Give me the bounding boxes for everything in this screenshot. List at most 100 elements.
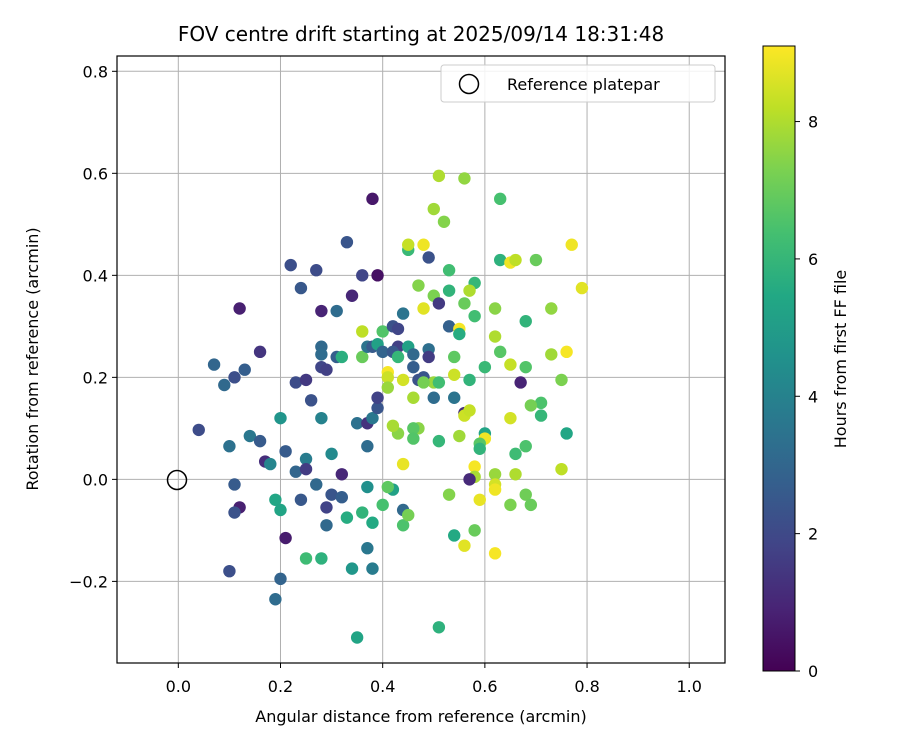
scatter-point bbox=[473, 442, 486, 455]
scatter-point bbox=[422, 350, 435, 364]
scatter-point bbox=[417, 376, 430, 389]
chart-title: FOV centre drift starting at 2025/09/14 … bbox=[178, 22, 664, 46]
scatter-point bbox=[432, 434, 446, 448]
scatter-point bbox=[284, 258, 297, 272]
scatter-point bbox=[274, 411, 287, 425]
scatter-point bbox=[473, 493, 486, 506]
scatter-point bbox=[519, 440, 532, 453]
scatter-point bbox=[361, 480, 374, 494]
scatter-point bbox=[458, 297, 471, 310]
x-tick-label: 0.0 bbox=[166, 677, 191, 696]
scatter-point bbox=[310, 264, 323, 277]
scatter-point bbox=[509, 447, 522, 461]
scatter-point bbox=[565, 238, 578, 251]
scatter-point bbox=[432, 169, 446, 183]
colorbar-tick-label: 0 bbox=[808, 662, 818, 681]
scatter-point bbox=[488, 483, 502, 496]
scatter-point bbox=[264, 457, 277, 471]
scatter-point bbox=[320, 519, 333, 532]
y-tick-label: 0.8 bbox=[83, 62, 108, 81]
scatter-point bbox=[269, 493, 282, 506]
colorbar-tick-label: 2 bbox=[808, 525, 818, 544]
scatter-point bbox=[407, 432, 420, 445]
scatter-point bbox=[504, 498, 517, 512]
scatter-point bbox=[458, 539, 471, 552]
scatter-point bbox=[345, 562, 359, 575]
scatter-point bbox=[335, 491, 349, 504]
scatter-point bbox=[356, 325, 369, 338]
x-tick-label: 0.4 bbox=[370, 677, 395, 696]
scatter-point bbox=[228, 506, 241, 519]
scatter-point bbox=[310, 478, 323, 491]
scatter-point bbox=[233, 302, 246, 315]
scatter-point bbox=[519, 360, 532, 374]
scatter-point bbox=[488, 330, 502, 343]
scatter-point bbox=[514, 376, 527, 389]
scatter-point bbox=[356, 350, 369, 364]
scatter-point bbox=[366, 411, 379, 425]
colorbar-label: Hours from first FF file bbox=[831, 270, 850, 449]
scatter-point bbox=[453, 429, 466, 443]
scatter-point bbox=[274, 572, 287, 586]
scatter-point bbox=[402, 238, 415, 251]
scatter-point bbox=[345, 289, 359, 302]
scatter-point bbox=[519, 488, 532, 501]
scatter-point bbox=[463, 373, 476, 387]
scatter-point bbox=[381, 480, 394, 494]
scatter-point bbox=[279, 531, 292, 545]
scatter-point bbox=[432, 621, 446, 634]
y-tick-label: 0.2 bbox=[83, 368, 108, 387]
scatter-point bbox=[279, 445, 292, 458]
scatter-point bbox=[315, 411, 328, 425]
scatter-point bbox=[269, 593, 282, 606]
scatter-point bbox=[493, 345, 507, 359]
scatter-point bbox=[422, 251, 435, 264]
scatter-point bbox=[315, 348, 328, 361]
colorbar-tick-label: 8 bbox=[808, 113, 818, 132]
scatter-point bbox=[253, 345, 267, 359]
scatter-point bbox=[396, 519, 410, 532]
scatter-point bbox=[340, 511, 354, 524]
plot-frame bbox=[116, 55, 726, 664]
grid-lines bbox=[117, 56, 725, 663]
scatter-point bbox=[325, 488, 338, 501]
scatter-point bbox=[509, 253, 522, 267]
scatter-point bbox=[493, 253, 507, 267]
reference-platepar-marker bbox=[166, 469, 188, 491]
legend-marker-icon bbox=[458, 73, 480, 95]
x-tick-label: 1.0 bbox=[677, 677, 702, 696]
scatter-point bbox=[391, 322, 405, 336]
scatter-point bbox=[504, 411, 517, 425]
legend: Reference platepar bbox=[440, 64, 716, 103]
scatter-point bbox=[407, 360, 420, 374]
scatter-point bbox=[555, 462, 568, 476]
legend-entry-reference-platepar: Reference platepar bbox=[507, 75, 660, 94]
scatter-point bbox=[335, 468, 349, 481]
colorbar: 0 2 4 6 8 Hours from first FF file bbox=[762, 45, 850, 681]
scatter-point bbox=[427, 202, 440, 216]
scatter-point bbox=[407, 422, 420, 435]
scatter-point bbox=[289, 376, 303, 389]
scatter-point bbox=[366, 562, 379, 575]
scatter-point bbox=[448, 350, 461, 364]
scatter-point bbox=[488, 547, 502, 560]
scatter-point bbox=[238, 363, 251, 376]
scatter-point bbox=[386, 419, 400, 433]
scatter-point bbox=[463, 284, 476, 297]
scatter-point bbox=[274, 503, 287, 517]
colorbar-gradient bbox=[762, 45, 796, 672]
scatter-point bbox=[315, 304, 328, 318]
scatter-point bbox=[243, 429, 257, 443]
scatter-point bbox=[463, 473, 476, 486]
scatter-point bbox=[417, 238, 430, 251]
y-tick-label: 0.0 bbox=[83, 470, 108, 489]
scatter-point bbox=[524, 399, 538, 412]
x-tick-label: 0.6 bbox=[472, 677, 497, 696]
scatter-point bbox=[366, 516, 379, 529]
y-tick-label: 0.4 bbox=[83, 266, 108, 285]
scatter-point bbox=[575, 281, 589, 295]
y-tick-label: 0.6 bbox=[83, 164, 108, 183]
scatter-point bbox=[304, 394, 318, 407]
scatter-point bbox=[478, 360, 492, 374]
colorbar-tick-label: 4 bbox=[808, 387, 818, 406]
